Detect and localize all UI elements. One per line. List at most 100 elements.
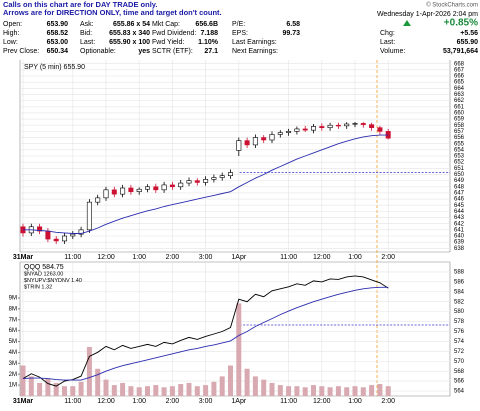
y2-tick-label: 1M [9,383,17,389]
volume-bar [352,386,358,396]
y-tick-label: 643 [454,215,465,221]
candle-body [236,140,242,151]
x-tick-label: 31Mar [13,254,34,261]
volume-bar [360,387,366,396]
candle-body [203,179,209,183]
y-tick-label: 648 [454,184,465,190]
volume-bar [302,387,308,396]
volume-bar [294,386,300,396]
candle-body [310,126,316,131]
quote-value: 655.83 x 340 [109,30,150,37]
candle-body [128,187,134,192]
y-tick-label: 667 [454,67,465,73]
candle-body [261,137,267,141]
y-tick-label: 661 [454,104,465,110]
candle-body [169,184,175,188]
y-tick-label: 641 [454,227,465,233]
candle-body [335,124,341,127]
y-tick-label: 639 [454,240,465,246]
volume-bar [244,368,250,396]
y2-tick-label: 5M [9,339,17,345]
y-tick-label: 646 [454,197,465,203]
quote-value: 7.188 [200,30,218,37]
legend-entry: $TRIN 1.32 [24,284,52,290]
y-tick-label: 650 [454,172,465,178]
x-tick-label: 11:00 [64,254,81,261]
volume-bar [252,376,258,396]
legend-entry: $NYAD 1263.00 [24,271,63,277]
quote-label: Low: [3,39,18,46]
y-tick-label: 651 [454,166,465,172]
y-tick-label: 645 [454,203,465,209]
quote-value: 1.10% [198,39,219,46]
volume-bar [228,365,233,396]
y-tick-label: 647 [454,191,465,197]
quote-value: 99.73 [282,30,300,37]
y-tick-label: 666 [454,74,465,80]
x-tick-label: 3:00 [199,398,213,405]
quote-label: Last: [380,39,395,46]
volume-bar [377,384,383,396]
candle-body [252,137,258,146]
quote-label: SCTR (ETF): [152,48,193,55]
quote-label: Bid: [80,30,92,37]
candle-body [269,134,275,141]
y-tick-label: 664 [454,86,465,92]
volume-bar [211,381,217,396]
volume-bar [319,386,325,396]
volume-bar [120,382,126,396]
candle-body [244,140,250,146]
x-tick-label: 1:00 [132,254,146,261]
x-tick-label: 2:00 [166,254,180,261]
quote-value: 656.6B [195,21,218,28]
x-tick-label: 11:00 [280,398,297,405]
y-tick-label: 654 [454,147,465,153]
candle-body [211,177,217,180]
volume-bar [186,382,192,396]
candle-body [294,128,300,132]
y-tick-label: 564 [454,389,465,395]
x-tick-label: 2:00 [381,254,395,261]
y2-tick-label: 6M [9,328,17,334]
quote-value: +5.56 [460,30,478,37]
y-tick-label: 570 [454,359,465,365]
volume-bar [128,386,134,396]
y-tick-label: 653 [454,154,465,160]
volume-bar [95,368,101,396]
y-tick-label: 662 [454,98,465,104]
quote-value: 655.90 x 100 [109,39,150,46]
notice: Calls on this chart are for DAY TRADE on… [3,0,157,9]
candle-body [95,197,101,203]
credit: © StockCharts.com [426,2,478,9]
x-tick-label: 12:00 [97,398,115,405]
quote-label: Volume: [380,48,405,55]
y-tick-label: 659 [454,117,465,123]
candle-body [286,131,292,133]
quote-value: 650.34 [47,48,69,55]
volume-bar [153,385,159,396]
y2-tick-label: 2M [9,372,17,378]
volume-bar [277,385,283,396]
volume-bar [62,386,67,396]
x-tick-label: 2:00 [381,398,395,405]
quote-label: Chg: [380,30,395,37]
price-line [22,275,389,387]
y-tick-label: 658 [454,123,465,129]
y-tick-label: 652 [454,160,465,166]
x-tick-label: 2:00 [166,398,180,405]
x-tick-label: 11:00 [280,254,297,261]
y-tick-label: 668 [454,61,465,67]
quote-value: 653.90 [47,21,69,28]
volume-bar [219,376,225,396]
x-tick-label: 12:00 [97,254,115,261]
candle-body [194,180,200,183]
candle-body [86,201,92,231]
quote-label: Fwd Dividend: [152,30,196,37]
candle-body [45,230,51,240]
y-tick-label: 665 [454,80,465,86]
notice: Arrows are for DIRECTION ONLY, time and … [3,8,222,17]
quote-label: Optionable: [80,48,116,55]
y-tick-label: 638 [454,246,465,252]
volume-bar [53,382,59,396]
